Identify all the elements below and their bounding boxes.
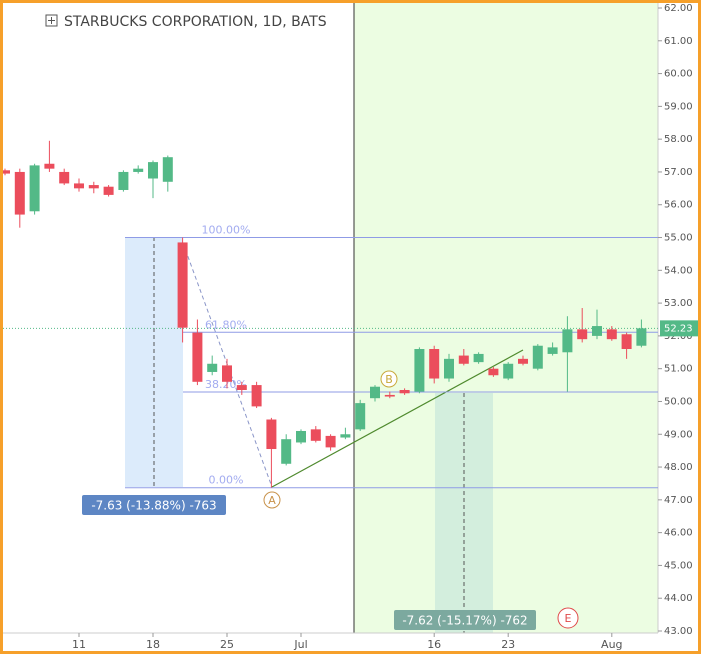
x-tick-label: Jul xyxy=(293,638,307,651)
measure-box xyxy=(125,237,183,487)
x-tick-label: 23 xyxy=(501,638,515,651)
plot-layer: 43.00 44.00 45.00 46.00 47.00 48.00 49.00 50.00… xyxy=(0,3,693,651)
candle-body xyxy=(444,358,454,379)
y-tick-label: 60.00 xyxy=(664,69,693,80)
candle-body xyxy=(74,183,84,189)
candle-body xyxy=(251,385,262,407)
candle-body xyxy=(148,162,158,179)
candle-body xyxy=(488,368,499,376)
candle-body xyxy=(429,349,440,379)
measure-label-box xyxy=(394,610,536,630)
candle-body xyxy=(636,328,647,346)
candle-body xyxy=(621,334,632,350)
candle-body xyxy=(266,419,277,450)
candle-body xyxy=(177,242,188,328)
measure-label: -7.62 (-15.17%) -762 xyxy=(402,614,527,628)
y-tick-label: 51.00 xyxy=(664,364,693,375)
candle-body xyxy=(44,163,55,169)
x-tick-label: Aug xyxy=(601,638,622,651)
candle-body xyxy=(340,434,351,438)
last-price-box xyxy=(660,320,698,337)
y-tick-label: 53.00 xyxy=(664,298,693,309)
candle-body xyxy=(310,429,321,441)
y-tick-label: 43.00 xyxy=(664,626,693,637)
candle-body xyxy=(577,329,588,340)
candle-body xyxy=(355,403,366,430)
candle-body xyxy=(222,365,232,382)
candle-body xyxy=(325,435,336,448)
marker-circle xyxy=(380,370,398,388)
candle-body xyxy=(236,385,247,390)
y-tick-label: 45.00 xyxy=(664,560,693,571)
candle-body xyxy=(606,329,617,340)
y-tick-label: 48.00 xyxy=(664,462,693,473)
y-tick-label: 56.00 xyxy=(664,200,693,211)
y-tick-label: 54.00 xyxy=(664,265,693,276)
y-tick-label: 55.00 xyxy=(664,233,693,244)
candle-body xyxy=(118,171,129,190)
marker-circle xyxy=(263,491,281,509)
candle-body xyxy=(384,394,395,397)
marker: B xyxy=(385,373,393,386)
title-icon[interactable] xyxy=(45,14,58,27)
candle-body xyxy=(592,326,602,336)
candle-body xyxy=(14,171,25,215)
candle-body xyxy=(518,358,528,364)
trend-line xyxy=(271,349,524,488)
y-tick-label: 58.00 xyxy=(664,134,693,145)
y-tick-label: 44.00 xyxy=(664,593,693,604)
candle-body xyxy=(133,168,144,172)
candle-body xyxy=(207,363,218,372)
x-tick-label: 18 xyxy=(146,638,160,651)
candle-body xyxy=(458,355,469,364)
y-tick-label: 49.00 xyxy=(664,429,693,440)
x-tick-label: 25 xyxy=(220,638,234,651)
y-tick-label: 46.00 xyxy=(664,528,693,539)
fib-label: 61.80% xyxy=(205,318,247,331)
candle-body xyxy=(281,439,292,464)
candle-body xyxy=(503,363,514,379)
y-tick-label: 52.00 xyxy=(664,331,693,342)
x-tick-label: 16 xyxy=(427,638,441,651)
candle-body xyxy=(0,170,10,174)
candle-body xyxy=(399,389,410,394)
highlight-region xyxy=(354,2,658,633)
fib-label: 38.20% xyxy=(205,378,247,391)
y-tick-label: 61.00 xyxy=(664,36,693,47)
fib-label: 100.00% xyxy=(202,224,251,237)
candle-body xyxy=(88,185,99,189)
candle-body xyxy=(547,347,558,354)
y-tick-label: 59.00 xyxy=(664,101,693,112)
candle-body xyxy=(370,386,380,399)
y-tick-label: 57.00 xyxy=(664,167,693,178)
candle-body xyxy=(562,329,573,353)
candle-body xyxy=(414,349,425,392)
marker-circle xyxy=(557,607,579,629)
candle-body xyxy=(473,353,484,363)
fib-label: 0.00% xyxy=(209,474,244,487)
y-tick-label: 50.00 xyxy=(664,396,693,407)
candle-body xyxy=(103,186,114,195)
marker: A xyxy=(268,494,276,507)
measure-label-box xyxy=(82,495,226,515)
candle-body xyxy=(162,157,173,182)
candle-body xyxy=(29,165,40,212)
candle-body xyxy=(296,430,306,443)
marker: E xyxy=(565,612,572,625)
candle-body xyxy=(192,332,203,382)
chart-title: STARBUCKS CORPORATION, 1D, BATS xyxy=(64,14,327,30)
candle-body xyxy=(532,345,543,369)
y-tick-label: 62.00 xyxy=(664,3,693,14)
x-tick-label: 11 xyxy=(72,638,86,651)
candle-body xyxy=(59,171,70,184)
last-price-label: 52.23 xyxy=(664,323,693,334)
measure-label: -7.63 (-13.88%) -763 xyxy=(91,499,216,513)
y-tick-label: 47.00 xyxy=(664,495,693,506)
